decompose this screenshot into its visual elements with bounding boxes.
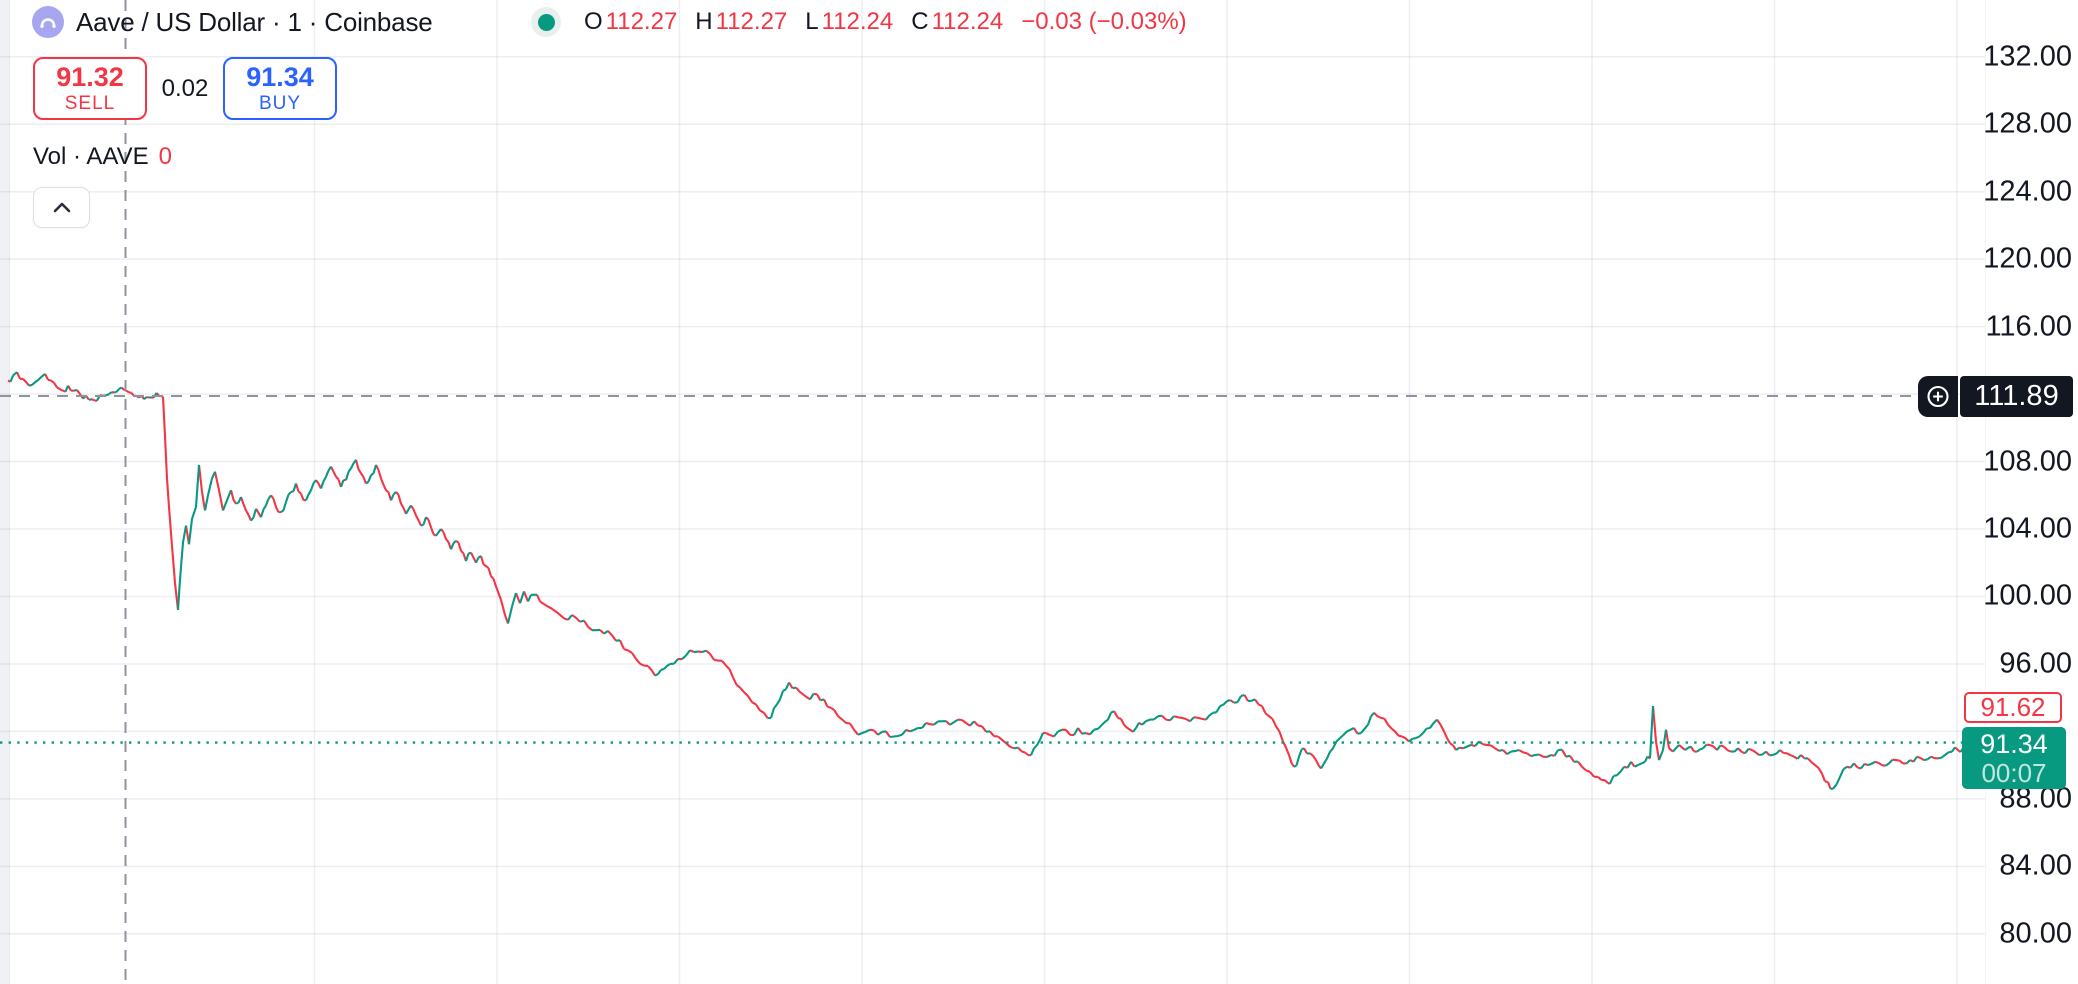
price-axis-label: 116.00: [1985, 310, 2072, 343]
volume-value: 0: [158, 143, 172, 170]
circle-plus-glyph: [1927, 385, 1949, 408]
price-axis-label: 132.00: [1983, 40, 2072, 73]
symbol-title[interactable]: Aave / US Dollar · 1 · Coinbase: [76, 7, 433, 37]
bar-countdown: 00:07: [1981, 758, 2047, 788]
sell-label: SELL: [64, 92, 116, 114]
buy-button[interactable]: 91.34 BUY: [223, 57, 337, 120]
ohlc-close: C 112.24: [911, 8, 1004, 35]
price-axis-label: 104.00: [1983, 512, 2072, 545]
volume-legend: Vol · AAVE 0: [33, 142, 172, 172]
price-axis-label: 128.00: [1983, 107, 2072, 140]
ghost-glyph: [40, 18, 56, 28]
buy-label: BUY: [258, 92, 302, 114]
buy-price: 91.34: [246, 61, 314, 92]
left-edge-strip: [0, 0, 10, 984]
aave-logo-icon: [32, 6, 64, 38]
ohlc-open: O 112.27: [584, 8, 678, 35]
price-axis-label: 80.00: [1999, 917, 2072, 950]
trade-buttons-row: 91.32 SELL 0.02 91.34 BUY: [33, 57, 337, 120]
ohlc-low: L 112.24: [805, 8, 894, 35]
alert-price-badge[interactable]: 91.62: [1964, 692, 2062, 723]
crosshair-price-badge: 111.89: [1960, 376, 2073, 417]
price-axis-label: 124.00: [1983, 175, 2072, 208]
price-axis-label: 108.00: [1983, 445, 2072, 478]
price-axis-label: 120.00: [1983, 242, 2072, 275]
chevron-up-icon: [53, 202, 70, 213]
price-change: −0.03 (−0.03%): [1021, 8, 1187, 35]
price-axis-label: 96.00: [1999, 647, 2072, 680]
sell-price: 91.32: [56, 61, 124, 92]
sell-button[interactable]: 91.32 SELL: [33, 57, 147, 120]
price-axis-label: 100.00: [1983, 579, 2072, 612]
collapse-legend-button[interactable]: [33, 187, 90, 228]
last-price-badge: 91.34 00:07: [1962, 727, 2066, 789]
last-price-value: 91.34: [1980, 729, 2048, 759]
volume-label: Vol · AAVE: [33, 143, 149, 170]
ohlc-high: H 112.27: [695, 8, 788, 35]
price-axis[interactable]: 132.00 128.00 124.00 120.00 116.00 108.00 104.…: [1983, 0, 2078, 984]
ohlc-legend: O 112.27 H 112.27 L 112.24 C 112.24 −0.03 (−…: [584, 0, 1187, 44]
spread-value: 0.02: [161, 74, 209, 102]
market-open-dot: [537, 13, 555, 31]
add-alert-plus-icon[interactable]: [1918, 376, 1958, 417]
market-status-icon: [531, 7, 561, 37]
price-axis-label: 84.00: [1999, 849, 2072, 882]
